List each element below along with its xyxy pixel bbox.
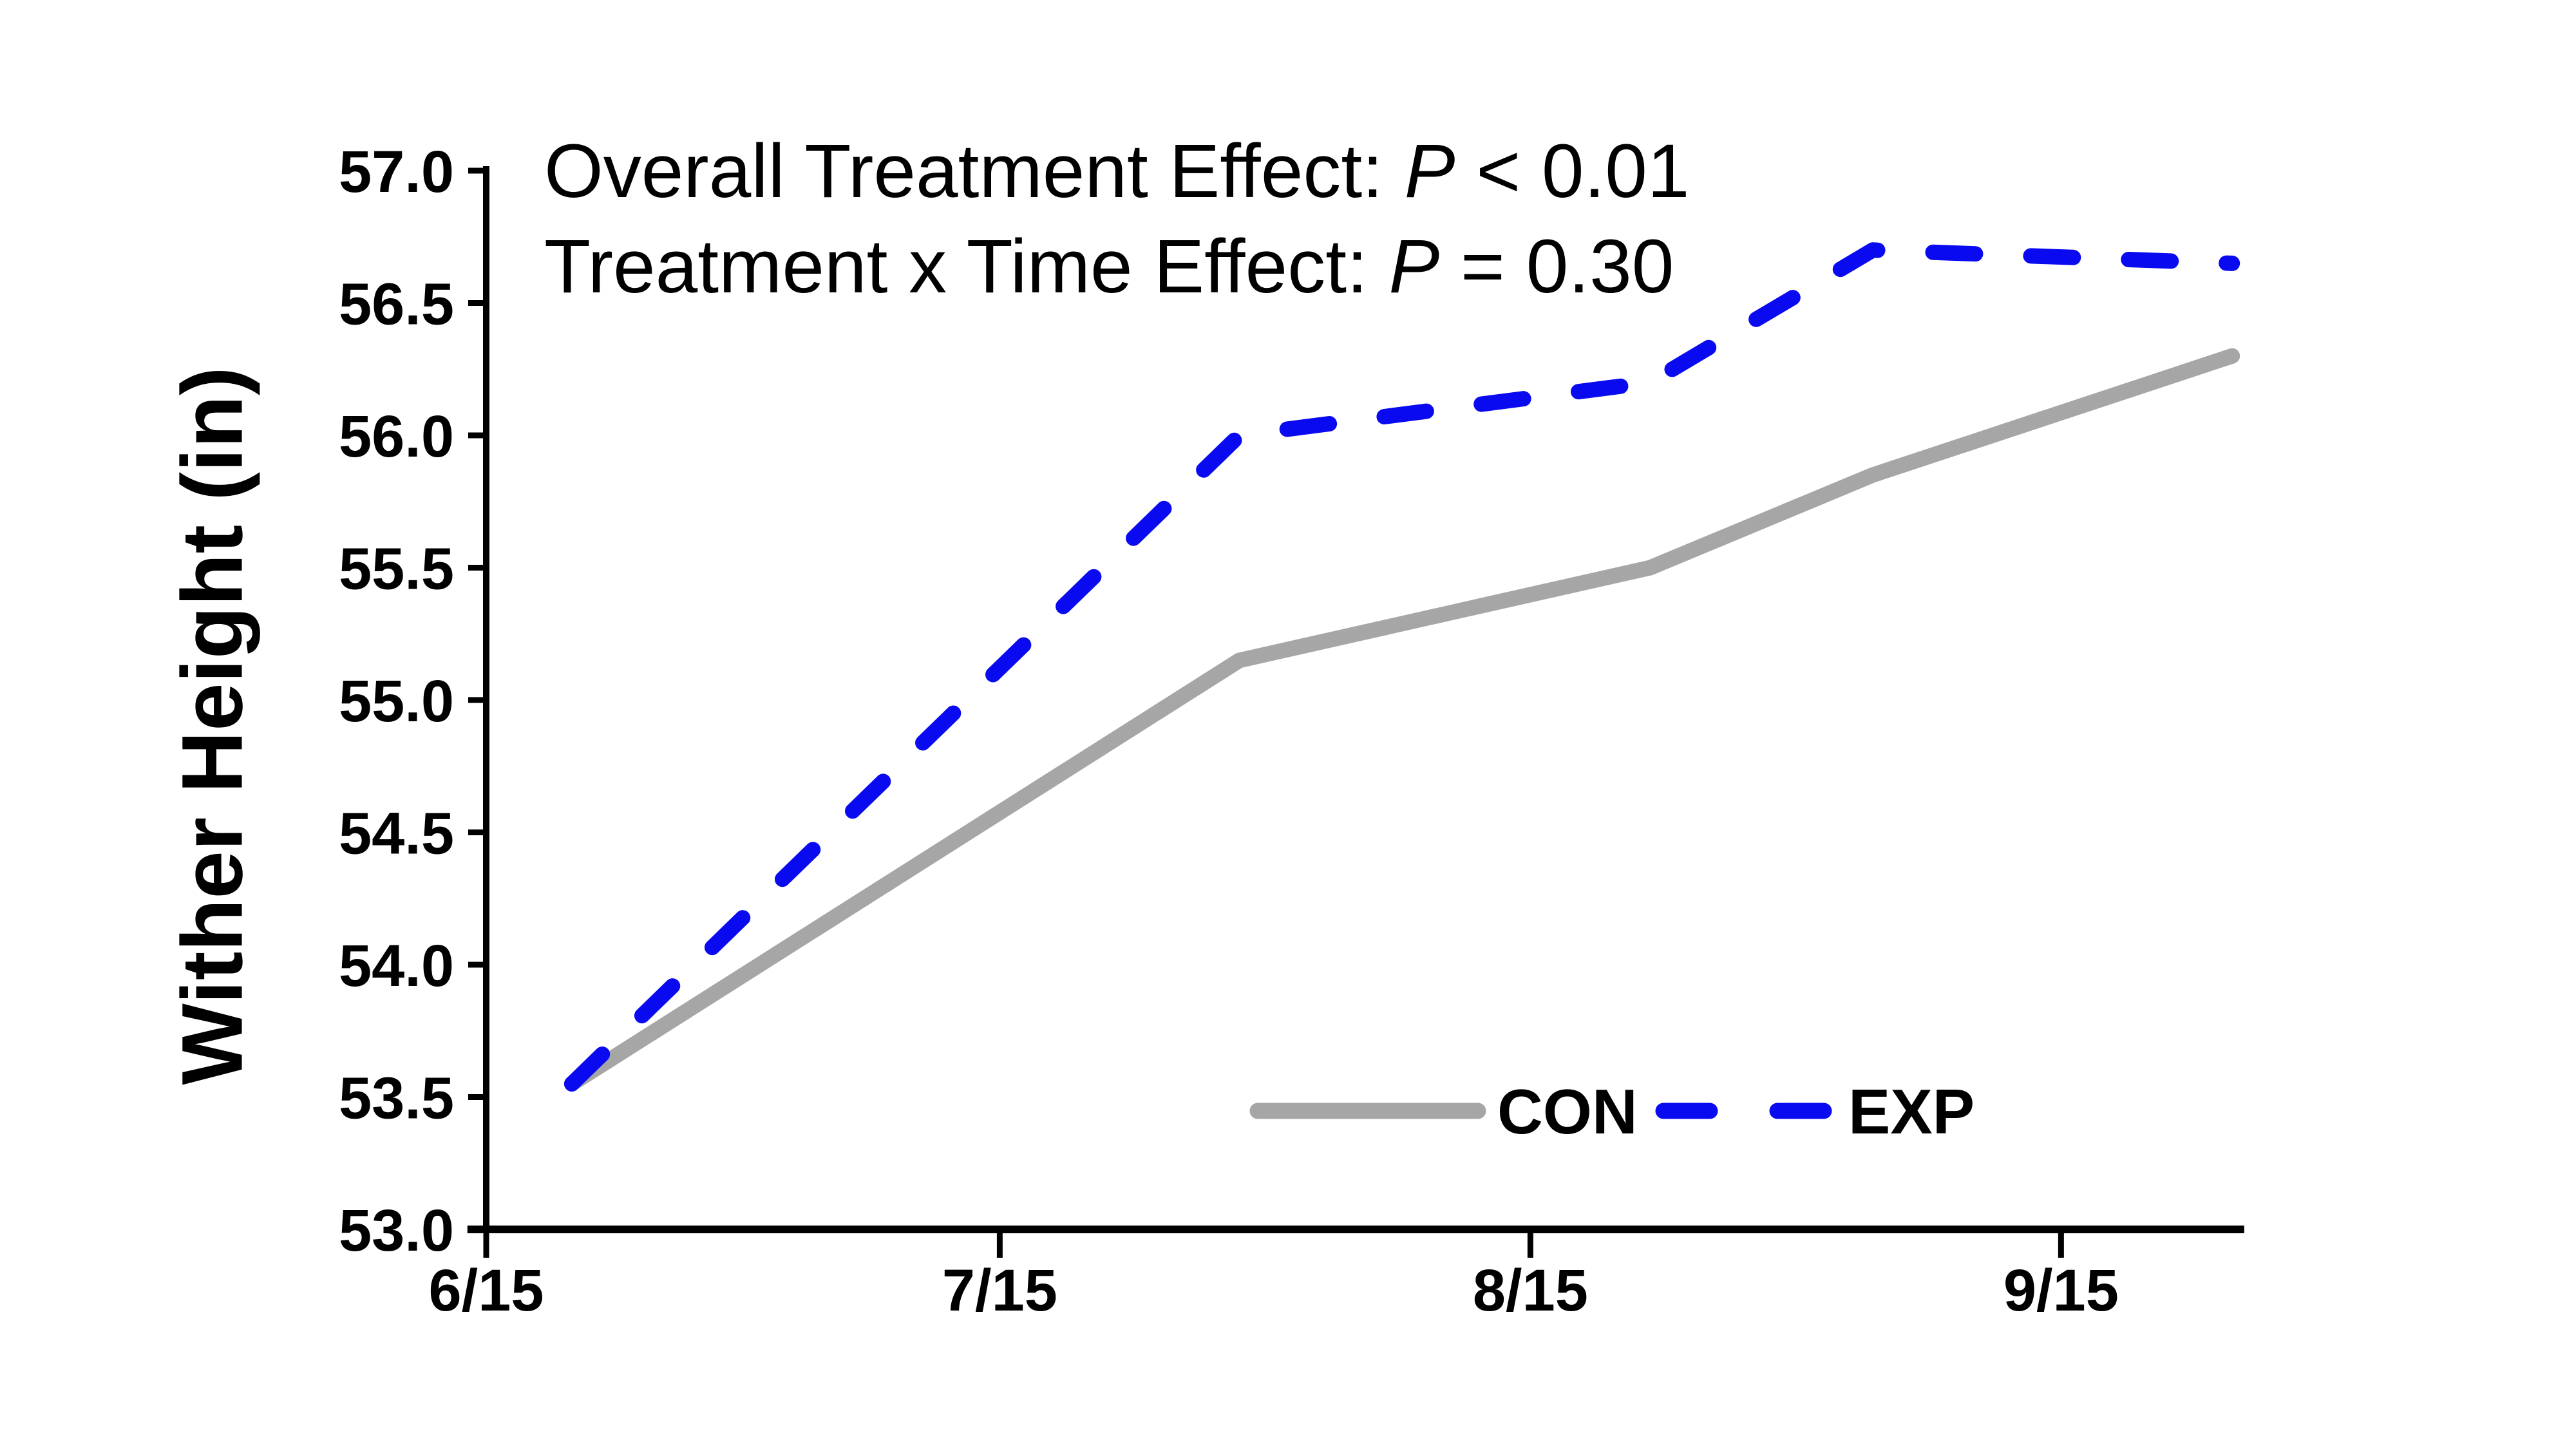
annotation-2-prefix: Treatment x Time Effect: <box>544 224 1389 309</box>
y-tick-label: 53.5 <box>339 1066 454 1132</box>
y-tick-label: 56.0 <box>339 404 454 469</box>
x-tick-label: 7/15 <box>942 1258 1057 1323</box>
annotation-2-value: = 0.30 <box>1439 224 1674 309</box>
x-tick-label: 9/15 <box>2003 1258 2119 1323</box>
legend-exp-label: EXP <box>1848 1076 1975 1147</box>
legend-con-label: CON <box>1497 1076 1638 1147</box>
annotation-2-p-symbol: P <box>1388 224 1440 309</box>
exp-series-line <box>564 242 2240 1092</box>
stats-annotation: Overall Treatment Effect: P < 0.01 Treat… <box>544 124 1690 314</box>
y-axis-title: Wither Height (in) <box>164 366 261 1085</box>
annotation-1-value: < 0.01 <box>1455 129 1690 214</box>
con-series-line <box>564 348 2240 1092</box>
annotation-line-2: Treatment x Time Effect: P = 0.30 <box>544 219 1690 314</box>
y-tick-label: 55.0 <box>339 668 454 734</box>
axes-group: 57.0 56.5 56.0 55.5 55.0 54.5 54.0 53.5 53.06/15… <box>339 139 2244 1323</box>
y-tick-label: 55.5 <box>339 536 454 602</box>
series-group <box>564 242 2240 1092</box>
legend: CON EXP <box>1249 1076 1975 1147</box>
y-tick-label: 57.0 <box>339 139 454 205</box>
annotation-1-prefix: Overall Treatment Effect: <box>544 129 1405 214</box>
x-tick-label: 6/15 <box>428 1258 544 1323</box>
y-tick-label: 54.5 <box>339 801 454 867</box>
annotation-1-p-symbol: P <box>1404 129 1455 214</box>
annotation-line-1: Overall Treatment Effect: P < 0.01 <box>544 124 1690 219</box>
y-tick-label: 53.0 <box>339 1198 454 1264</box>
x-tick-label: 8/15 <box>1473 1258 1588 1323</box>
y-tick-label: 56.5 <box>339 272 454 337</box>
y-tick-label: 54.0 <box>339 933 454 999</box>
